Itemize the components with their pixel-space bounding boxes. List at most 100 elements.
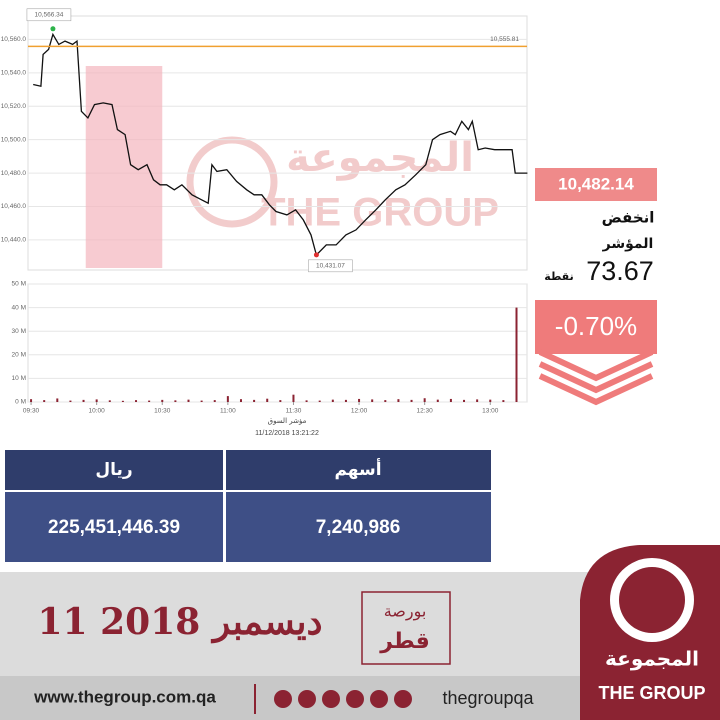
percent-box: [535, 300, 657, 354]
volume-bar: [489, 399, 492, 402]
annotation-box: [26, 8, 72, 22]
volume-bar: [95, 399, 98, 402]
volume-bar: [200, 400, 203, 402]
volume-bar: [135, 400, 138, 402]
index-change: 73.67: [586, 256, 654, 286]
volume-bar: [384, 400, 387, 402]
down-chevrons: [538, 349, 654, 406]
volume-bar: [279, 400, 282, 402]
brand-arabic: المجموعة: [605, 647, 699, 671]
pinterest-icon[interactable]: [346, 690, 364, 708]
exchange-logo: قطر: [379, 629, 430, 654]
facebook-icon[interactable]: [298, 690, 316, 708]
plot-frame: [27, 15, 528, 271]
y-tick-label: 0 M: [15, 399, 26, 406]
reference-label: 10,555.81: [490, 36, 519, 43]
chevron: [538, 361, 654, 394]
volume-bar: [423, 398, 426, 402]
volume-bar: [187, 399, 190, 402]
youtube-icon[interactable]: [370, 690, 388, 708]
social-handle[interactable]: thegroupqa: [442, 688, 534, 708]
website[interactable]: www.thegroup.com.qa: [33, 687, 216, 706]
volume-bar: [397, 399, 400, 402]
volume-bar: [331, 399, 334, 402]
volume-bar: [148, 400, 151, 402]
volume-bar: [410, 399, 413, 402]
annotation-dot: [50, 26, 56, 32]
y-tick-label: 10,500.0: [1, 136, 27, 143]
index-label: المؤشر: [602, 236, 654, 252]
table-cell: [5, 492, 223, 562]
chevron: [538, 349, 654, 382]
instagram-icon[interactable]: [322, 690, 340, 708]
volume-bar: [266, 398, 269, 402]
volume-bar: [476, 399, 479, 402]
volume-bar: [292, 394, 295, 402]
highlight-band: [85, 66, 163, 268]
exchange-logo: بورصة: [384, 602, 427, 622]
exchange-logo-frame: [361, 591, 451, 665]
x-tick-label: 09:30: [23, 408, 40, 415]
volume-bar: [43, 400, 46, 402]
x-tick-label: 13:00: [482, 408, 499, 415]
x-tick-label: 11:30: [286, 408, 302, 415]
y-tick-label: 40 M: [12, 304, 26, 311]
volume-bar: [305, 400, 308, 402]
volume-bar: [108, 400, 111, 402]
table-header-cell: [5, 450, 223, 490]
chart-caption: مؤشر السوق: [268, 417, 307, 425]
volume-bar: [371, 399, 374, 402]
x-tick-label: 12:00: [351, 408, 368, 415]
x-tick-label: 12:30: [417, 408, 434, 415]
y-tick-label: 10,560.0: [1, 36, 27, 43]
y-tick-label: 10,460.0: [1, 203, 27, 210]
volume-bar: [82, 399, 85, 402]
chart-timestamp: 11/12/2018 13:21:22: [255, 430, 319, 437]
y-tick-label: 30 M: [12, 328, 26, 335]
volume-bar: [226, 396, 229, 402]
brand-english: THE GROUP: [598, 683, 705, 703]
volume-bar: [30, 399, 33, 402]
volume-bar: [515, 307, 518, 402]
volume-bar: [239, 399, 242, 402]
x-tick-label: 11:00: [220, 408, 236, 415]
volume-bar: [449, 398, 452, 402]
volume-bar: [463, 399, 466, 402]
table-value: 225,451,446.39: [48, 517, 180, 538]
y-tick-label: 10,480.0: [1, 170, 27, 177]
volume-bar: [344, 399, 347, 402]
annotation-label: 10,566.34: [34, 12, 63, 19]
twitter-icon[interactable]: [274, 690, 292, 708]
index-value: 10,482.14: [558, 174, 634, 193]
snapchat-icon[interactable]: [394, 690, 412, 708]
x-tick-label: 10:00: [89, 408, 106, 415]
volume-bar: [174, 400, 177, 402]
table-cell: [226, 492, 491, 562]
y-tick-label: 20 M: [12, 352, 26, 359]
charts: 10,440.0 10,460.0 10,480.0 10,500.0 10,520.0…: [1, 8, 528, 415]
index-direction: انخفض: [602, 209, 655, 227]
volume-bar: [161, 399, 164, 402]
volume-bar: [213, 400, 216, 402]
annotation-label: 10,431.07: [316, 263, 345, 270]
volume-bar: [56, 398, 59, 402]
watermark-arabic: المجموعة: [286, 135, 474, 181]
table-header: أسهم: [334, 458, 381, 480]
annotation-box: [308, 259, 353, 273]
index-value-box: [535, 168, 657, 201]
y-tick-label: 10,520.0: [1, 103, 27, 110]
volume-bar: [69, 400, 72, 402]
volume-bar: [253, 399, 256, 402]
watermark-english: THE GROUP: [261, 191, 499, 235]
volume-bar: [358, 398, 361, 402]
price-line: [33, 32, 528, 257]
date: 11 ديسمبر 2018: [37, 601, 322, 644]
y-tick-label: 10,440.0: [1, 237, 27, 244]
x-tick-label: 10:30: [154, 408, 171, 415]
table-header: ريال: [95, 460, 132, 480]
table-header-cell: [226, 450, 491, 490]
chevron: [538, 373, 654, 406]
y-tick-label: 10 M: [12, 375, 26, 382]
annotation-dot: [313, 252, 319, 258]
